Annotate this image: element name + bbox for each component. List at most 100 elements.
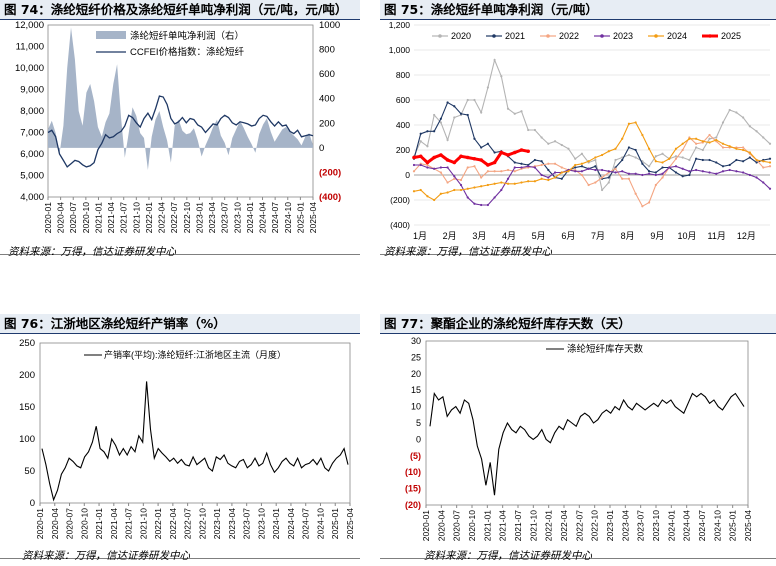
series-point-2023	[701, 170, 704, 173]
series-point-2022	[513, 170, 516, 173]
series-point-2020	[506, 107, 510, 110]
series-point-2020	[614, 158, 617, 162]
x-tick-label: 2023-04	[227, 508, 237, 539]
series-point-2023	[466, 196, 469, 199]
series-point-2023	[486, 203, 489, 207]
series-point-2024	[527, 180, 530, 183]
x-tick-label: 2024-07	[301, 508, 311, 539]
legend-label: CCFEI价格指数：涤纶短纤	[130, 46, 245, 58]
series-point-2021	[547, 168, 550, 172]
x-tick-label: 5月	[532, 231, 546, 241]
series-point-2022	[426, 163, 429, 167]
legend-label: 2022	[559, 31, 579, 41]
series-point-2023	[661, 172, 664, 175]
x-tick-label: 2025-01	[728, 510, 738, 541]
y-right-tick-label: (400)	[319, 192, 341, 203]
series-point-2023	[748, 173, 751, 177]
series-point-2020	[547, 142, 550, 145]
x-tick-label: 2021-10	[138, 508, 148, 539]
x-tick-label: 2025-01	[295, 202, 305, 233]
series-point-2021	[681, 175, 684, 178]
series-point-2020	[486, 86, 489, 89]
series-point-2024	[762, 160, 765, 163]
y-tick-label: 400	[396, 120, 410, 130]
series-point-2024	[647, 147, 651, 150]
series-line-2021	[413, 101, 771, 180]
series-point-2020	[748, 125, 751, 128]
series-point-2020	[480, 111, 483, 114]
figure-title: 图 76：江浙地区涤纶短纤产销率（%）	[0, 314, 360, 334]
series-point-2023	[607, 170, 610, 173]
y-tick-label: 200	[396, 145, 410, 155]
x-tick-label: 2022-10	[590, 510, 600, 541]
series-point-2022	[708, 133, 711, 137]
legend-swatch-area	[96, 31, 126, 39]
series-point-2023	[634, 172, 637, 175]
x-tick-label: 2022-07	[169, 202, 179, 233]
series-point-2020	[742, 116, 745, 119]
series-point-2020	[701, 148, 704, 152]
series-point-2024	[580, 162, 584, 165]
series-point-2021	[486, 142, 489, 145]
series-point-2024	[553, 176, 557, 179]
series-point-2021	[419, 132, 422, 135]
y-tick-label: 200	[19, 370, 35, 381]
x-tick-label: 2021-07	[119, 202, 129, 233]
series-point-2025	[459, 154, 463, 159]
series-point-2022	[621, 177, 624, 180]
y-tick-label: 15	[411, 385, 421, 395]
series-point-2021	[594, 165, 597, 168]
y-tick-label: 20	[411, 369, 421, 379]
series-point-2023	[728, 168, 731, 172]
series-point-2020	[580, 152, 584, 155]
x-tick-label: 11月	[707, 231, 725, 241]
series-point-2022	[762, 166, 765, 169]
figure-76: 图 76：江浙地区涤纶短纤产销率（%） 0 50 100 150 200 250 2020-…	[0, 314, 360, 566]
x-tick-label: 2021-07	[124, 508, 134, 539]
y-tick-label: 50	[24, 466, 35, 477]
x-tick-label: 2021-10	[131, 202, 141, 233]
series-point-2024	[621, 137, 624, 140]
series-point-2024	[540, 177, 543, 180]
series-point-2023	[600, 168, 604, 172]
inventory-days-line	[429, 391, 745, 496]
x-tick-label: 2024-01	[666, 510, 676, 541]
series-point-2020	[600, 188, 604, 192]
x-tick-label: 2022-10	[197, 508, 207, 539]
legend-marker	[438, 34, 442, 38]
inventory-days-chart: (20) (15) (10) (5) 0 5 10 15 20 25 30 2020-01 2020-0…	[405, 336, 753, 541]
series-point-2025	[432, 155, 436, 160]
series-point-2024	[614, 147, 617, 150]
x-tick-label: 2020-04	[56, 202, 66, 233]
x-tick-label: 2020-01	[421, 510, 431, 541]
series-point-2020	[721, 121, 725, 124]
x-tick-label: 2023-07	[636, 510, 646, 541]
series-point-2024	[735, 147, 738, 150]
legend-marker	[654, 34, 658, 38]
x-tick-label: 2024-10	[712, 510, 722, 541]
series-point-2022	[721, 146, 725, 149]
x-tick-label: 2023-07	[242, 508, 252, 539]
x-tick-label: 2023-07	[220, 202, 230, 233]
x-tick-label: 2020-01	[35, 508, 45, 539]
x-tick-label: 2020-07	[65, 508, 75, 539]
series-point-2020	[426, 145, 429, 148]
series-point-2020	[688, 158, 691, 162]
x-tick-label: 2021-04	[498, 510, 508, 541]
series-point-2020	[661, 152, 664, 155]
x-tick-label: 3月	[472, 231, 486, 241]
y-tick-label: 800	[396, 70, 410, 80]
series-point-2023	[587, 167, 590, 170]
series-point-2024	[607, 150, 610, 153]
y-left-tick-label: 11,000	[16, 42, 44, 53]
plot-area	[425, 340, 749, 506]
series-point-2023	[412, 163, 416, 167]
series-point-2020	[446, 138, 449, 142]
series-point-2020	[466, 98, 469, 102]
y-tick-label: (20)	[405, 500, 421, 510]
series-point-2023	[768, 187, 772, 190]
series-point-2020	[419, 140, 422, 143]
series-point-2021	[742, 160, 745, 163]
series-point-2023	[627, 172, 631, 175]
series-point-2024	[453, 188, 456, 192]
